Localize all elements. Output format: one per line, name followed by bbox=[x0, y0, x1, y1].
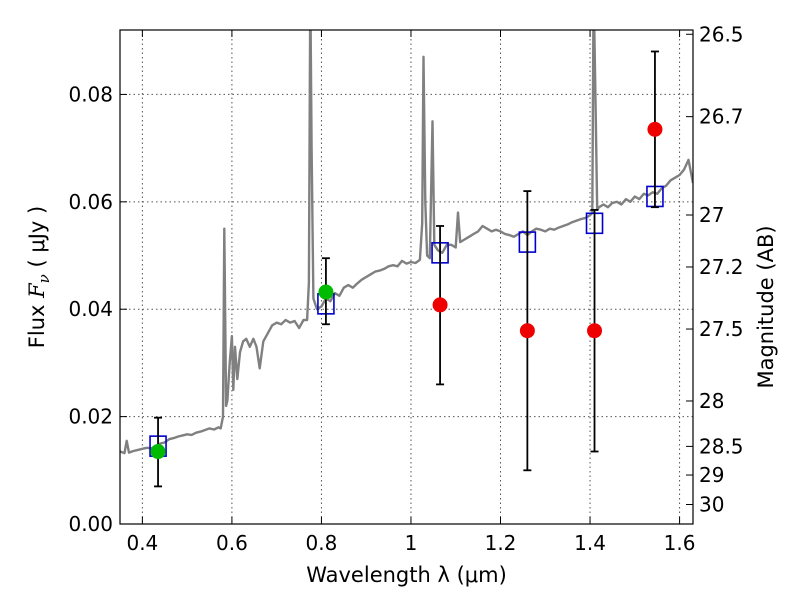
y2-tick-label: 27 bbox=[699, 203, 724, 227]
non-detection-point bbox=[587, 323, 603, 339]
x-tick-label: 0.4 bbox=[126, 531, 158, 555]
non-detection-point bbox=[519, 323, 535, 339]
plot-data bbox=[120, 30, 693, 488]
y2-tick-label: 30 bbox=[699, 493, 724, 517]
x-tick-label: 1.4 bbox=[574, 531, 606, 555]
y-tick-label: 0.00 bbox=[68, 512, 113, 536]
y-axis-label-left: Flux Fν ( μJy ) bbox=[25, 206, 53, 348]
y-axis-label-prefix: Flux bbox=[25, 298, 49, 348]
y-axis-label-symbol: F bbox=[25, 282, 49, 299]
y2-tick-label: 27.2 bbox=[699, 255, 744, 279]
x-axis-label: Wavelength λ (μm) bbox=[306, 563, 507, 587]
y-axis-label-right: Magnitude (AB) bbox=[754, 225, 778, 388]
y-axis-label-subscript: ν bbox=[35, 274, 53, 283]
y2-tick-label: 26.7 bbox=[699, 105, 744, 129]
y-tick-label: 0.08 bbox=[68, 82, 113, 106]
non-detection-point bbox=[432, 297, 448, 313]
x-tick-label: 0.6 bbox=[216, 531, 248, 555]
y-tick-label: 0.06 bbox=[68, 190, 113, 214]
y-axis-label-unit: ( μJy ) bbox=[25, 206, 49, 274]
y-tick-label: 0.04 bbox=[68, 297, 113, 321]
y2-tick-label: 28 bbox=[699, 389, 724, 413]
y2-tick-label: 27.5 bbox=[699, 317, 744, 341]
y-tick-label: 0.02 bbox=[68, 405, 113, 429]
x-tick-label: 1 bbox=[405, 531, 418, 555]
detection-point bbox=[150, 444, 166, 460]
plot-frame bbox=[119, 29, 694, 525]
detection-point bbox=[318, 284, 334, 300]
y2-tick-label: 26.5 bbox=[699, 22, 744, 46]
non-detection-point bbox=[647, 121, 663, 137]
plot-area bbox=[120, 30, 693, 488]
grid bbox=[120, 30, 693, 524]
axis-ticks: 0.4 0.6 0.8 1 1.2 1.4 1.6 0.00 0.02 0.04 0.06 0.08 2… bbox=[68, 22, 743, 555]
y2-tick-label: 29 bbox=[699, 463, 724, 487]
x-tick-label: 1.2 bbox=[485, 531, 517, 555]
sed-model-line bbox=[120, 30, 693, 455]
x-tick-label: 0.8 bbox=[306, 531, 338, 555]
y2-tick-label: 28.5 bbox=[699, 434, 744, 458]
x-tick-label: 1.6 bbox=[664, 531, 696, 555]
